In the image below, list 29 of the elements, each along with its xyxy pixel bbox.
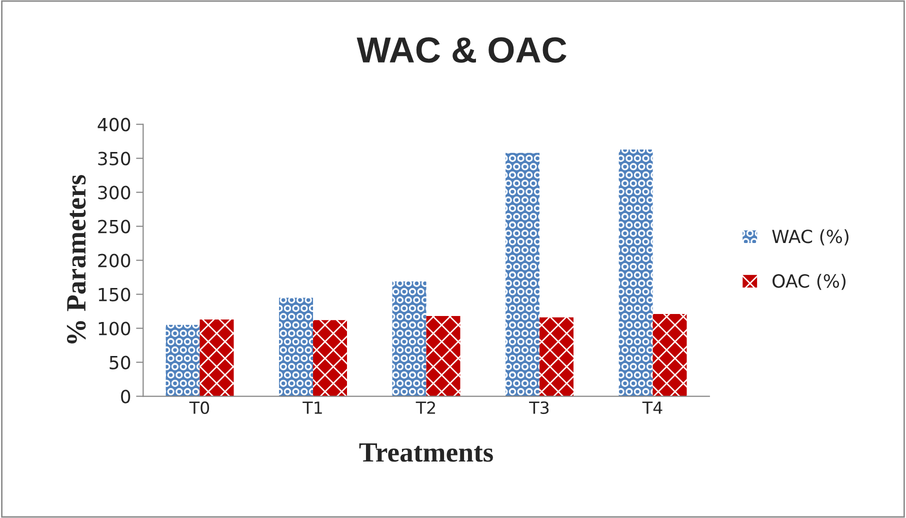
bar [200, 319, 234, 396]
legend-label: WAC (%) [772, 229, 848, 246]
x-tick-label: T0 [189, 401, 210, 414]
y-tick-label: 300 [98, 186, 130, 200]
y-tick-label: 250 [98, 220, 130, 234]
y-tick-label: 50 [110, 356, 130, 370]
bar [279, 298, 314, 396]
y-tick-label: 350 [98, 152, 130, 166]
bar [618, 149, 653, 396]
x-tick-label: T2 [416, 401, 435, 414]
y-tick-label: 200 [98, 254, 130, 268]
x-axis-title: Treatments [359, 443, 493, 462]
y-tick-label: 150 [98, 288, 130, 302]
x-tick-label: T1 [302, 402, 322, 414]
x-tick-label: T3 [529, 401, 549, 414]
bar [313, 320, 347, 396]
bar [426, 316, 460, 396]
x-tick-label: T4 [642, 402, 662, 414]
legend-label: OAC (%) [772, 274, 846, 290]
bar [652, 314, 687, 396]
y-axis-title: % Parameters [66, 174, 86, 344]
chart-title: WAC & OAC [356, 37, 566, 63]
bar [392, 281, 426, 396]
bar [166, 324, 200, 396]
y-tick-label: 0 [121, 390, 130, 404]
bar [506, 152, 540, 396]
y-tick-label: 100 [98, 322, 130, 336]
y-tick-label: 400 [98, 118, 130, 132]
bar [540, 317, 574, 396]
